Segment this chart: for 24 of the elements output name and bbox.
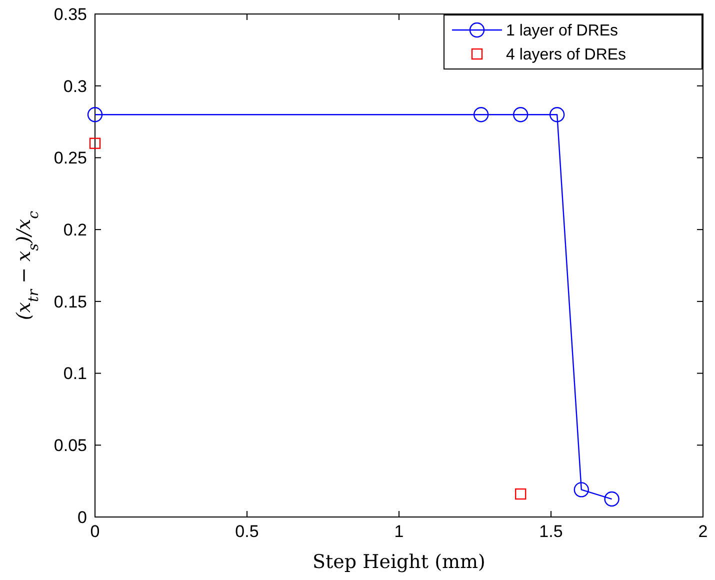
- x-tick-label: 2: [698, 522, 708, 541]
- point: [87, 107, 103, 122]
- x-tick-label: 0: [90, 522, 100, 541]
- legend-label: 1 layer of DREs: [506, 22, 618, 40]
- y-tick-label: 0.15: [54, 292, 87, 312]
- y-tick-label: 0.05: [54, 436, 87, 456]
- y-tick-label: 0: [78, 508, 87, 527]
- x-axis-title: Step Height (mm): [312, 551, 486, 573]
- point: [549, 107, 565, 122]
- point: [515, 488, 526, 500]
- point: [604, 491, 620, 507]
- y-tick-label: 0.1: [63, 364, 87, 384]
- x-tick-label: 0.5: [235, 522, 259, 541]
- point: [473, 107, 489, 122]
- point: [513, 107, 528, 122]
- x-tick-label: 1.5: [539, 522, 563, 541]
- y-tick-label: 0.2: [63, 220, 87, 240]
- x-tick-label: 1: [394, 522, 404, 541]
- y-tick-label: 0.35: [54, 4, 87, 24]
- point: [574, 482, 589, 498]
- legend-label: 4 layers of DREs: [506, 46, 626, 64]
- point: [89, 138, 101, 149]
- y-tick-label: 0.3: [63, 76, 87, 96]
- y-tick-label: 0.25: [54, 148, 87, 168]
